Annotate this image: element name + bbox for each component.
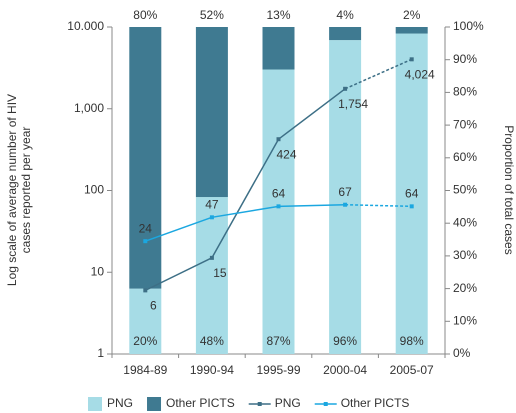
bar bbox=[129, 27, 162, 289]
bar bbox=[329, 40, 362, 355]
x-tick-label: 1984-89 bbox=[123, 363, 167, 377]
line-value-label: 67 bbox=[338, 185, 352, 199]
bar-value-label: 52% bbox=[200, 8, 224, 22]
line-marker bbox=[343, 86, 348, 91]
y-tick-label: 1,000 bbox=[74, 101, 104, 115]
bar-value-label: 4% bbox=[336, 8, 354, 22]
legend-label: Other PICTS bbox=[166, 396, 235, 410]
line-value-label: 4,024 bbox=[405, 67, 435, 81]
bar bbox=[262, 69, 295, 354]
legend-marker bbox=[257, 402, 262, 406]
bar bbox=[195, 197, 228, 354]
bar bbox=[329, 27, 362, 41]
line bbox=[145, 203, 346, 242]
line-value-label: 64 bbox=[272, 187, 286, 201]
bar bbox=[129, 288, 162, 354]
line bbox=[344, 58, 413, 90]
bar bbox=[395, 27, 428, 34]
line-value-label: 6 bbox=[150, 299, 157, 313]
bar-value-label: 96% bbox=[333, 334, 357, 348]
x-tick-label: 1990-94 bbox=[190, 363, 234, 377]
bar bbox=[195, 27, 228, 198]
y2-tick-label: 50% bbox=[453, 183, 477, 197]
bar bbox=[262, 27, 295, 70]
line-marker bbox=[209, 255, 214, 260]
y2-tick-label: 80% bbox=[453, 85, 477, 99]
y2-tick-label: 70% bbox=[453, 117, 477, 131]
line-marker bbox=[409, 204, 414, 209]
line-marker bbox=[276, 137, 281, 142]
x-tick-label: 2005-07 bbox=[390, 363, 434, 377]
x-tick-label: 2000-04 bbox=[323, 363, 367, 377]
bar-value-label: 2% bbox=[403, 8, 421, 22]
line-value-label: 15 bbox=[213, 266, 227, 280]
legend-label: PNG bbox=[107, 396, 133, 410]
y2-tick-label: 30% bbox=[453, 248, 477, 262]
line-value-label: 47 bbox=[205, 197, 219, 211]
y2-tick-label: 40% bbox=[453, 215, 477, 229]
y2-tick-label: 100% bbox=[453, 19, 484, 33]
line-marker bbox=[209, 215, 214, 220]
y2-tick-label: 10% bbox=[453, 313, 477, 327]
line-value-label: 24 bbox=[139, 221, 153, 235]
bar-value-label: 48% bbox=[200, 334, 224, 348]
y-tick-label: 10.000 bbox=[67, 19, 104, 33]
line bbox=[345, 203, 412, 208]
bar-value-label: 98% bbox=[400, 334, 424, 348]
y2-tick-label: 60% bbox=[453, 150, 477, 164]
legend-marker bbox=[323, 402, 328, 406]
bar-value-label: 87% bbox=[266, 334, 290, 348]
line-marker bbox=[343, 202, 348, 207]
bar bbox=[395, 33, 428, 354]
line-marker bbox=[143, 288, 148, 293]
y2-tick-label: 0% bbox=[453, 346, 471, 360]
y2-tick-label: 90% bbox=[453, 52, 477, 66]
legend-label: PNG bbox=[275, 396, 301, 410]
y-tick-label: 100 bbox=[84, 183, 104, 197]
y-tick-label: 1 bbox=[97, 346, 104, 360]
bar-value-label: 80% bbox=[133, 8, 157, 22]
bar-value-label: 20% bbox=[133, 334, 157, 348]
line-marker bbox=[409, 57, 414, 62]
legend-swatch bbox=[88, 397, 102, 411]
legend-swatch bbox=[147, 397, 162, 411]
y-axis-label: Log scale of average number of HIVcases … bbox=[5, 94, 33, 286]
legend-label: Other PICTS bbox=[341, 396, 410, 410]
line-marker bbox=[143, 239, 148, 244]
line bbox=[144, 88, 346, 292]
line-value-label: 1,754 bbox=[338, 97, 368, 111]
y2-axis-label: Proportion of total cases bbox=[502, 125, 516, 254]
x-tick-label: 1995-99 bbox=[256, 363, 300, 377]
line-value-label: 64 bbox=[405, 187, 419, 201]
y-tick-label: 10 bbox=[91, 264, 105, 278]
bar-value-label: 13% bbox=[266, 8, 290, 22]
line-value-label: 424 bbox=[276, 147, 296, 161]
line-marker bbox=[276, 204, 281, 209]
y2-tick-label: 20% bbox=[453, 281, 477, 295]
